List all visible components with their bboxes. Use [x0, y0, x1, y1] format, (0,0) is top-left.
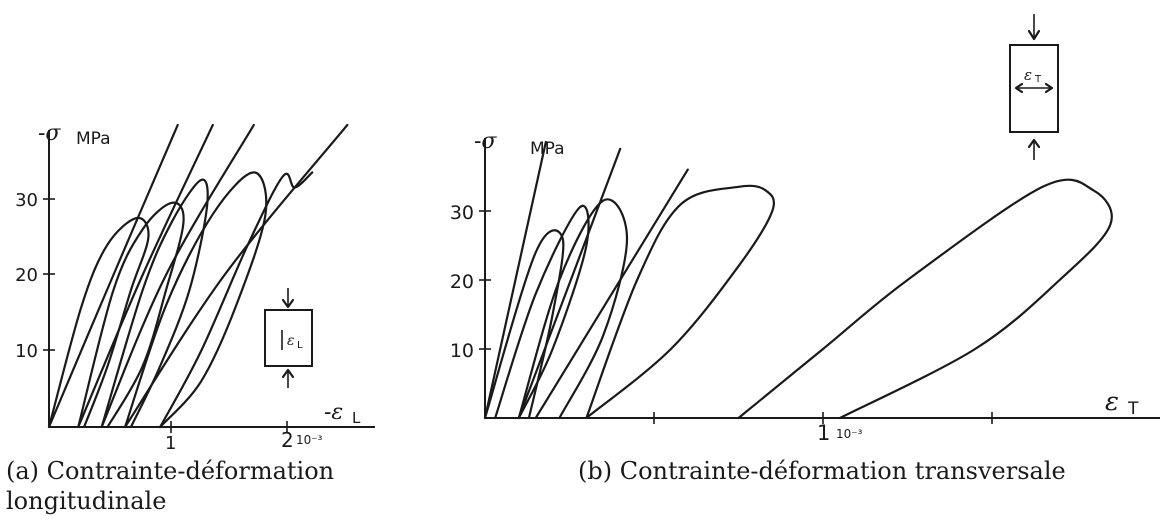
panel-a-inset: ε L	[264, 288, 313, 388]
panel-b-series-3	[534, 168, 689, 420]
panel-a-xtick-label-2: 2	[281, 428, 294, 452]
panel-a-x-label-sub: L	[352, 409, 361, 427]
panel-b-y-unit: MPa	[530, 139, 565, 159]
panel-b-inset-bottom-arrowhead	[1027, 138, 1041, 149]
panel-b-series-6	[517, 198, 629, 420]
panel-b-x-multiplier: 10⁻³	[836, 427, 863, 441]
panel-b-series-5	[494, 204, 590, 420]
panel-a-inset-top-arrowhead	[281, 298, 295, 309]
panel-b-x-label-sub: T	[1127, 399, 1139, 419]
panel-a-series-9	[159, 171, 314, 429]
panel-b-series-1	[483, 140, 547, 420]
panel-a-y-label: -σ	[38, 121, 61, 146]
panel-b-y-label: -σ	[474, 129, 497, 154]
panel-a-inset-bottom-arrowhead	[281, 368, 295, 379]
panel-b-transversal: 10 20 30 1 10⁻³ -σ MPa ε T ε T	[450, 14, 1160, 445]
panel-b-ytick-label-30: 30	[450, 202, 474, 224]
panel-a-series-6	[77, 201, 185, 429]
panel-b-inset-top-arrowhead	[1027, 29, 1041, 41]
panel-a-ytick-label-20: 20	[15, 265, 38, 286]
panel-a-series-8	[123, 171, 268, 429]
panel-a-y-unit: MPa	[76, 129, 111, 149]
panel-a-inset-label-sub: L	[297, 340, 303, 351]
panel-a-xtick-label-1: 1	[165, 433, 176, 454]
panel-a-longitudinal: 10 20 30 1 2 10⁻³ -σ MPa -ε L ε L	[15, 121, 375, 454]
panel-a-x-multiplier: 10⁻³	[296, 433, 323, 447]
panel-a-caption: (a) Contrainte-déformation longitudinale	[6, 457, 335, 515]
panel-b-ytick-label-10: 10	[450, 340, 474, 362]
panel-b-series-8	[737, 178, 1113, 420]
panel-a-ytick-label-30: 30	[15, 190, 38, 211]
panel-a-series-7	[100, 178, 209, 429]
panel-b-curves	[483, 140, 1113, 420]
panel-b-inset-gauge-arrow-left	[1014, 82, 1024, 94]
panel-a-series-3	[100, 123, 255, 429]
panel-a-inset-label: ε	[287, 333, 295, 349]
panel-b-series-2	[517, 147, 622, 420]
panel-b-inset-specimen	[1009, 44, 1059, 133]
panel-b-series-4	[483, 229, 565, 420]
panel-b-xtick-label-1: 1	[817, 421, 830, 445]
panel-a-x-label: -ε	[324, 400, 343, 425]
panel-b-series-7	[585, 184, 776, 420]
panel-b-inset-label-sub: T	[1034, 74, 1042, 85]
panel-b-ytick-label-20: 20	[450, 271, 474, 293]
panel-a-ytick-label-10: 10	[15, 341, 38, 362]
panel-b-inset: ε T	[1009, 14, 1059, 160]
panel-a-inset-specimen	[264, 309, 313, 367]
panel-b-caption: (b) Contrainte-déformation transversale	[578, 457, 1066, 485]
panel-b-inset-label: ε	[1024, 66, 1032, 84]
panel-b-inset-gauge-arrow-right	[1044, 82, 1054, 94]
panel-a-curves	[47, 123, 349, 429]
panel-a-series-1	[47, 123, 179, 429]
panel-a-series-5	[47, 216, 150, 429]
panel-b-x-label: ε	[1105, 387, 1119, 417]
panel-a-series-2	[77, 123, 214, 429]
